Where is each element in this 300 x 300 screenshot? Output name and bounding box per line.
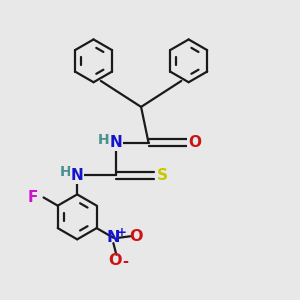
Text: -: - (122, 254, 128, 269)
Text: N: N (110, 135, 122, 150)
Text: S: S (157, 168, 168, 183)
Text: F: F (28, 190, 38, 205)
Text: O: O (108, 253, 122, 268)
Text: N: N (71, 168, 84, 183)
Text: O: O (129, 229, 142, 244)
Text: H: H (98, 133, 110, 147)
Text: H: H (59, 165, 71, 179)
Text: O: O (188, 135, 201, 150)
Text: +: + (117, 226, 127, 239)
Text: N: N (106, 230, 120, 245)
